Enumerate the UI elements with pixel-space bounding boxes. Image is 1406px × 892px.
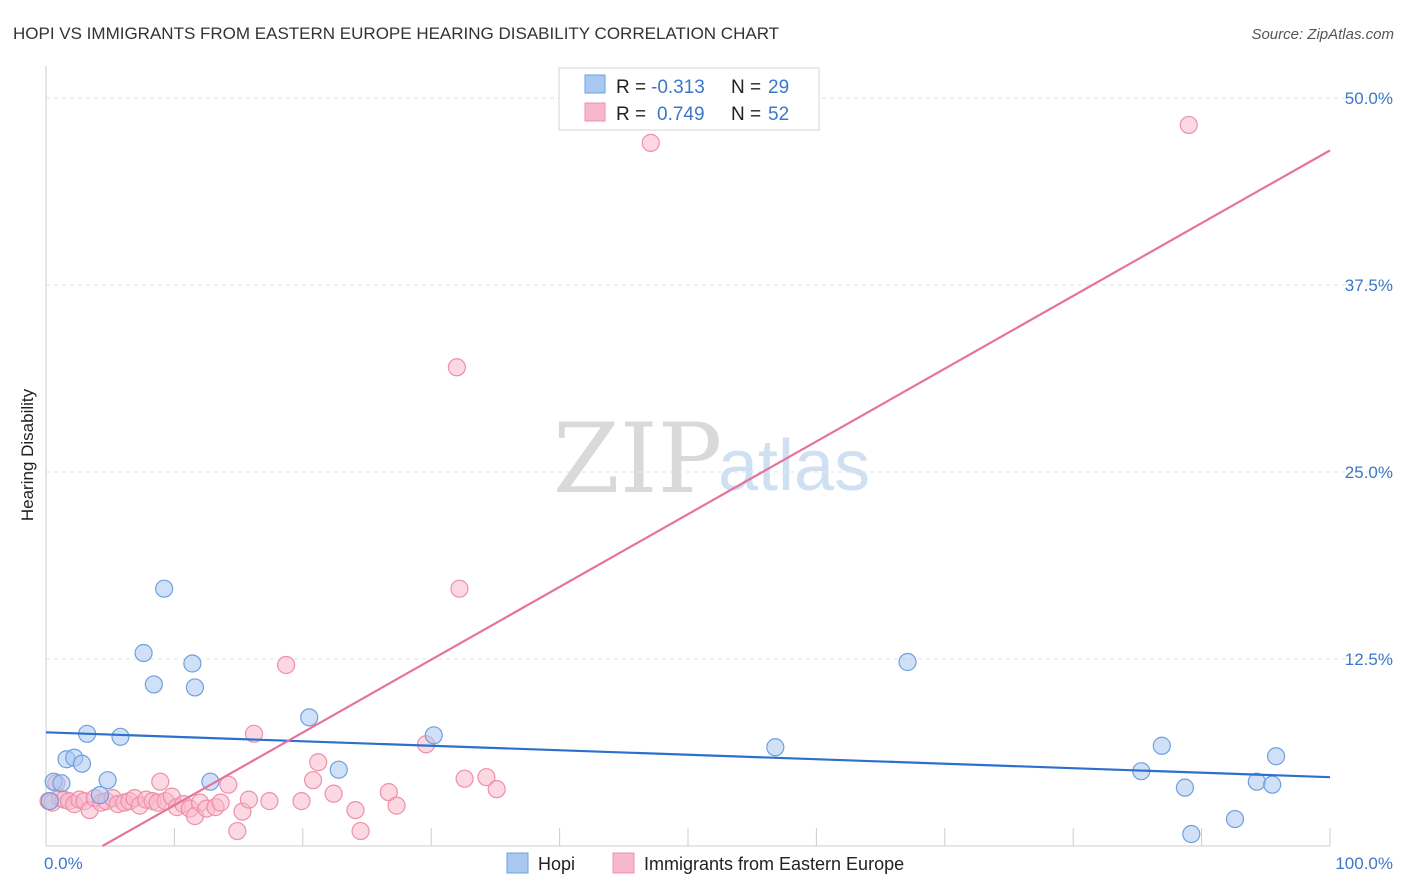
- point-immigrants-43: [324, 784, 343, 803]
- correlation-legend: R = -0.313 N = 29 R = 0.749 N = 52: [558, 67, 820, 131]
- series-legend: Hopi Immigrants from Eastern Europe: [506, 852, 904, 874]
- point-immigrants-52: [477, 768, 496, 787]
- legend-n-label-immigrants: N =: [731, 104, 761, 125]
- watermark-atlas: atlas: [718, 426, 870, 506]
- point-hopi-20: [898, 652, 917, 672]
- point-immigrants-34: [228, 821, 247, 841]
- point-hopi-9: [111, 727, 130, 746]
- point-hopi-15: [201, 772, 220, 791]
- legend-n-value-immigrants: 52: [768, 104, 789, 125]
- legend-swatch-hopi: [584, 74, 606, 94]
- point-hopi-16: [300, 708, 319, 727]
- legend-r-label-immigrants: R =: [616, 104, 646, 125]
- trend-line-hopi: [45, 731, 1331, 779]
- point-hopi-8: [98, 771, 117, 790]
- bottom-legend-label-hopi: Hopi: [538, 854, 575, 874]
- chart-title: HOPI VS IMMIGRANTS FROM EASTERN EUROPE H…: [13, 24, 779, 43]
- point-hopi-17: [329, 760, 348, 779]
- point-immigrants-51: [455, 769, 474, 788]
- legend-r-label-hopi: R =: [616, 77, 646, 98]
- bottom-legend-swatch-hopi: [506, 852, 529, 874]
- bottom-legend-label-immigrants: Immigrants from Eastern Europe: [644, 854, 904, 874]
- y-tick-label-1: 25.0%: [1345, 463, 1393, 482]
- point-immigrants-49: [447, 358, 466, 377]
- point-immigrants-38: [260, 792, 279, 811]
- point-immigrants-41: [303, 771, 323, 790]
- point-immigrants-22: [151, 772, 170, 791]
- x-tick-label-0: 0.0%: [44, 854, 83, 873]
- point-hopi-14: [185, 678, 205, 697]
- point-immigrants-53: [487, 780, 506, 799]
- point-hopi-5: [72, 754, 92, 773]
- point-immigrants-37: [244, 724, 264, 743]
- legend-n-label-hopi: N =: [731, 77, 761, 98]
- point-immigrants-40: [292, 792, 311, 811]
- point-immigrants-36: [239, 790, 258, 809]
- point-immigrants-47: [387, 796, 406, 815]
- point-immigrants-50: [450, 579, 469, 598]
- point-hopi-25: [1225, 809, 1245, 829]
- trend-line-immigrants: [101, 149, 1331, 847]
- legend-swatch-immigrants: [584, 102, 606, 122]
- point-hopi-13: [183, 654, 202, 673]
- point-hopi-24: [1182, 824, 1201, 844]
- y-tick-label-0: 12.5%: [1345, 650, 1393, 669]
- point-hopi-28: [1266, 747, 1286, 766]
- point-hopi-0: [40, 792, 59, 811]
- point-hopi-18: [424, 726, 443, 745]
- y-tick-label-3: 50.0%: [1345, 89, 1393, 108]
- point-hopi-11: [144, 675, 163, 694]
- point-immigrants-55: [1179, 115, 1198, 135]
- point-hopi-27: [1263, 775, 1282, 794]
- chart-source: Source: ZipAtlas.com: [1251, 26, 1394, 43]
- point-immigrants-32: [211, 793, 230, 812]
- point-immigrants-44: [346, 800, 365, 820]
- bottom-legend-swatch-immigrants: [612, 852, 635, 874]
- legend-r-value-hopi: -0.313: [651, 77, 705, 98]
- x-tick-labels: 0.0% 100.0%: [44, 854, 1393, 873]
- point-hopi-23: [1175, 778, 1195, 797]
- point-hopi-19: [766, 738, 785, 757]
- y-axis-label: Hearing Disability: [18, 388, 37, 521]
- point-immigrants-54: [641, 133, 660, 152]
- point-hopi-10: [134, 643, 153, 663]
- point-hopi-2: [52, 774, 71, 793]
- point-immigrants-46: [379, 783, 398, 802]
- point-immigrants-39: [277, 655, 296, 675]
- y-tick-label-2: 37.5%: [1345, 276, 1393, 295]
- point-immigrants-42: [309, 753, 328, 772]
- point-hopi-22: [1152, 736, 1171, 755]
- point-immigrants-33: [219, 775, 238, 794]
- point-hopi-12: [155, 579, 174, 598]
- legend-n-value-hopi: 29: [768, 77, 789, 98]
- y-tick-labels: 12.5% 25.0% 37.5% 50.0%: [1345, 89, 1393, 669]
- axis-layer: [45, 66, 1331, 847]
- watermark-zip: ZIP: [553, 403, 722, 515]
- legend-r-value-immigrants: 0.749: [657, 104, 705, 125]
- point-immigrants-45: [351, 821, 370, 841]
- x-tick-label-1: 100.0%: [1335, 854, 1393, 873]
- point-hopi-7: [90, 786, 110, 805]
- grid-layer: [46, 97, 1392, 660]
- trend-layer: [45, 149, 1331, 847]
